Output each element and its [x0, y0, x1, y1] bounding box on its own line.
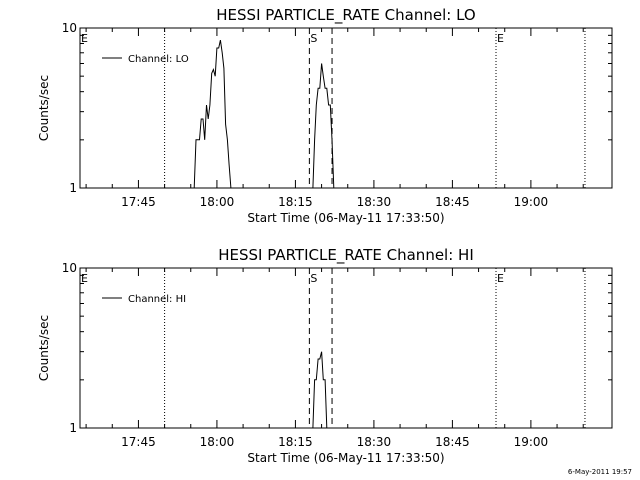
- series-line: [312, 351, 328, 429]
- x-tick-label: 17:45: [121, 435, 156, 449]
- marker-label: E: [81, 32, 88, 45]
- chart-title: HESSI PARTICLE_RATE Channel: LO: [216, 6, 475, 25]
- x-axis-label: Start Time (06-May-11 17:33:50): [247, 451, 444, 465]
- plot-frame: [79, 27, 613, 189]
- marker-label: E: [81, 272, 88, 285]
- x-tick-label: 18:15: [278, 195, 313, 209]
- series-line: [193, 39, 232, 189]
- x-tick-label: 18:45: [435, 435, 470, 449]
- x-tick-label: 18:45: [435, 195, 470, 209]
- legend-label: Channel: HI: [128, 294, 186, 305]
- x-tick-label: 18:15: [278, 435, 313, 449]
- series-line: [312, 63, 335, 189]
- y-axis-label: Counts/sec: [37, 75, 51, 141]
- y-axis-label: Counts/sec: [37, 315, 51, 381]
- plot-frame: [79, 267, 613, 429]
- x-tick-label: 19:00: [514, 195, 549, 209]
- x-tick-label: 17:45: [121, 195, 156, 209]
- marker-label: E: [497, 32, 504, 45]
- marker-label: E: [497, 272, 504, 285]
- x-tick-label: 18:00: [200, 195, 235, 209]
- x-tick-label: 18:30: [357, 435, 392, 449]
- y-tick-label: 1: [69, 181, 77, 195]
- marker-label: S: [310, 272, 317, 285]
- marker-label: S: [310, 32, 317, 45]
- y-tick-label: 10: [62, 261, 77, 275]
- x-tick-label: 19:00: [514, 435, 549, 449]
- plot-timestamp: 6-May-2011 19:57: [567, 468, 632, 476]
- y-tick-label: 1: [69, 421, 77, 435]
- x-tick-label: 18:00: [200, 435, 235, 449]
- x-axis-label: Start Time (06-May-11 17:33:50): [247, 211, 444, 225]
- chart-title: HESSI PARTICLE_RATE Channel: HI: [218, 246, 474, 265]
- legend-label: Channel: LO: [128, 54, 189, 65]
- y-tick-label: 10: [62, 21, 77, 35]
- x-tick-label: 18:30: [357, 195, 392, 209]
